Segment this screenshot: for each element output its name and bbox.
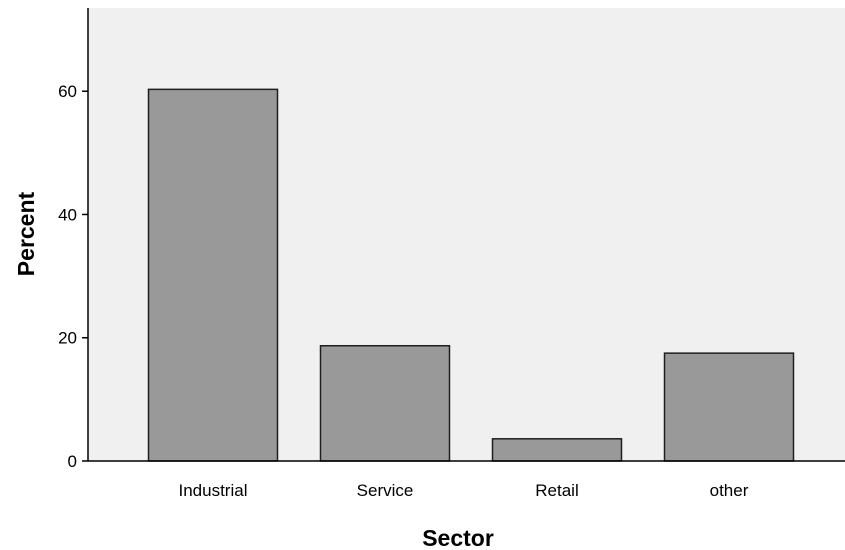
y-tick-label-20: 20	[58, 329, 77, 348]
y-tick-label-0: 0	[68, 452, 77, 471]
y-tick-label-60: 60	[58, 82, 77, 101]
bar-service	[319, 344, 451, 462]
bars-group	[147, 88, 795, 462]
y-tick-label-40: 40	[58, 205, 77, 224]
x-tick-label-service: Service	[357, 481, 414, 500]
x-ticks-group: Industrial Service Retail other	[179, 481, 749, 500]
y-ticks-group: 0 20 40 60	[58, 82, 88, 471]
x-tick-label-other: other	[710, 481, 749, 500]
y-axis-title: Percent	[13, 191, 39, 276]
bar-other	[663, 352, 795, 462]
bar-industrial	[147, 88, 279, 462]
x-tick-label-retail: Retail	[535, 481, 578, 500]
x-axis-title: Sector	[422, 525, 494, 550]
bar-retail	[491, 438, 623, 462]
x-tick-label-industrial: Industrial	[179, 481, 248, 500]
